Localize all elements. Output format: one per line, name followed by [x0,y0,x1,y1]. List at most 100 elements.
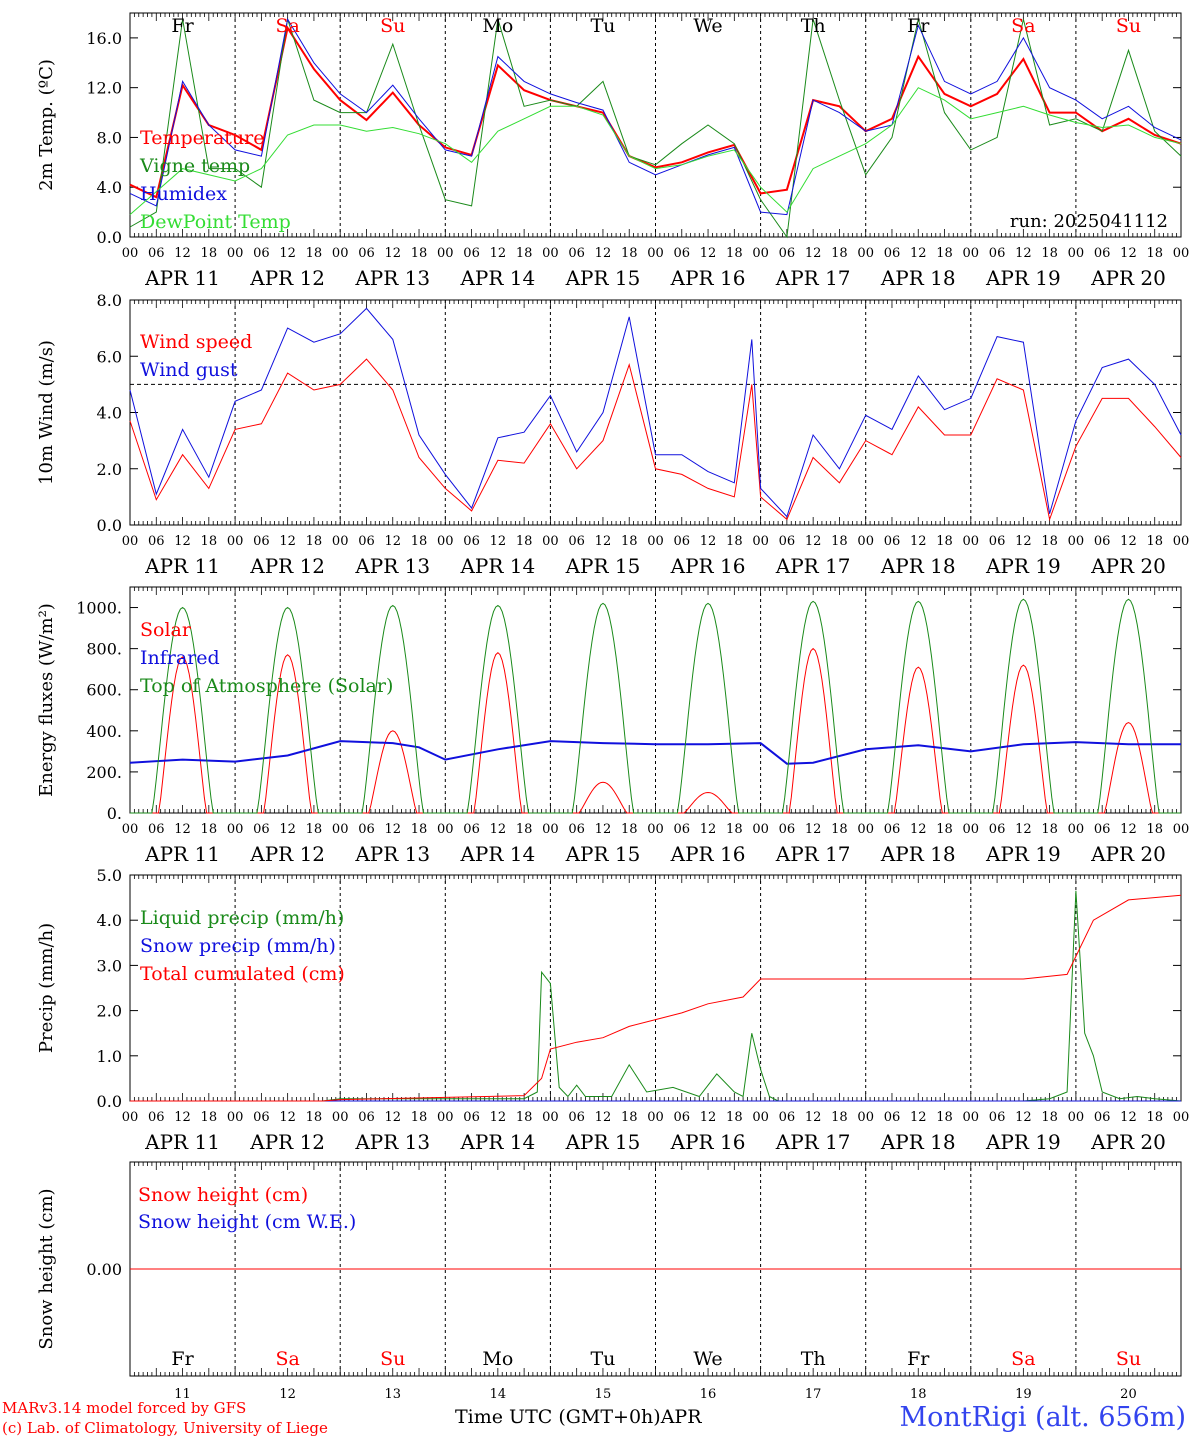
footer-model-credit: MARv3.14 model forced by GFS (c) Lab. of… [2,1398,328,1438]
weekday-label: Tu [590,15,615,37]
day-label: APR 19 [985,842,1061,866]
hour-tick-label: 06 [779,822,796,837]
hour-tick-label: 00 [647,246,664,261]
hour-tick-label: 00 [122,246,139,261]
hour-tick-label: 06 [463,822,480,837]
hour-tick-label: 00 [437,822,454,837]
day-label: APR 19 [985,266,1061,290]
hour-tick-label: 18 [516,822,533,837]
hour-tick-label: 06 [463,534,480,549]
hour-tick-label: 12 [1120,1110,1137,1125]
hour-tick-label: 00 [542,534,559,549]
day-label: APR 17 [775,266,851,290]
hour-tick-label: 18 [201,822,218,837]
hour-tick-label: 00 [752,1110,769,1125]
hour-tick-label: 00 [1173,1110,1190,1125]
day-label: APR 17 [775,554,851,578]
hour-tick-label: 06 [884,246,901,261]
panel-frame [129,299,1182,526]
hour-tick-label: 18 [1041,822,1058,837]
hour-tick-label: 00 [752,822,769,837]
hour-tick-label: 06 [148,534,165,549]
y-axis-label: Snow height (cm) [36,1188,57,1349]
hour-tick-label: 06 [674,246,691,261]
hour-tick-label: 06 [358,534,375,549]
legend-entry: Wind gust [140,359,238,381]
hour-tick-label: 00 [647,534,664,549]
hour-tick-label: 00 [1173,822,1190,837]
hour-tick-label: 06 [1094,246,1111,261]
hour-tick-label: 12 [490,822,507,837]
hour-tick-label: 18 [1146,1110,1163,1125]
y-tick-label: 400. [86,722,122,741]
legend-entry: Snow height (cm W.E.) [138,1211,356,1233]
y-axis-label: 10m Wind (m/s) [36,340,57,485]
day-label: APR 14 [459,554,535,578]
hour-tick-label: 12 [490,246,507,261]
hour-tick-label: 12 [279,822,296,837]
hour-tick-label: 18 [411,246,428,261]
hour-tick-label: 00 [227,246,244,261]
day-number-label: 13 [384,1387,401,1402]
hour-tick-label: 06 [148,822,165,837]
hour-tick-label: 06 [989,534,1006,549]
hour-tick-label: 06 [674,822,691,837]
y-tick-label: 8.0 [97,128,122,147]
series-line [129,87,1182,215]
hour-tick-label: 00 [437,1110,454,1125]
hour-tick-label: 18 [516,534,533,549]
hour-tick-label: 00 [647,822,664,837]
hour-tick-label: 18 [411,1110,428,1125]
series-line [129,740,1181,765]
weekday-label: Su [1116,15,1141,37]
day-label: APR 14 [459,842,535,866]
hour-tick-label: 06 [148,1110,165,1125]
hour-tick-label: 06 [884,1110,901,1125]
hour-tick-label: 00 [1173,534,1190,549]
day-label: APR 13 [354,1130,430,1154]
hour-tick-label: 18 [936,1110,953,1125]
day-label: APR 12 [249,842,325,866]
hour-tick-label: 06 [884,534,901,549]
hour-tick-label: 12 [384,822,401,837]
legend-entry: Total cumulated (cm) [140,963,345,985]
day-label: APR 15 [565,842,641,866]
hour-tick-label: 00 [752,246,769,261]
day-label: APR 17 [775,842,851,866]
weekday-label-bottom: Mo [482,1348,513,1370]
y-axis-label: 2m Temp. (ºC) [36,59,57,191]
day-label: APR 15 [565,266,641,290]
hour-tick-label: 00 [1068,822,1085,837]
hour-tick-label: 06 [568,1110,585,1125]
hour-tick-label: 06 [358,246,375,261]
hour-tick-label: 06 [148,246,165,261]
y-tick-label: 5.0 [97,866,122,885]
day-label: APR 12 [249,554,325,578]
hour-tick-label: 18 [201,246,218,261]
series-line [130,598,1181,814]
day-number-label: 12 [279,1387,296,1402]
x-axis-label: Time UTC (GMT+0h)APR [455,1406,702,1428]
panel-frame [129,12,1182,238]
hour-tick-label: 00 [857,822,874,837]
y-tick-label: 4.0 [97,404,122,423]
y-tick-label: 600. [86,681,122,700]
hour-tick-label: 12 [279,534,296,549]
y-tick-label: 0. [107,804,122,823]
hour-tick-label: 06 [253,246,270,261]
day-label: APR 15 [565,554,641,578]
y-tick-label: 1000. [76,599,122,618]
legend-entry: DewPoint Temp [140,211,291,233]
day-number-label: 17 [805,1387,822,1402]
day-label: APR 18 [880,842,956,866]
hour-tick-label: 06 [884,822,901,837]
hour-tick-label: 18 [516,246,533,261]
hour-tick-label: 12 [700,1110,717,1125]
station-name: MontRigi (alt. 656m) [899,1402,1186,1433]
legend-entry: Wind speed [140,331,252,353]
hour-tick-label: 18 [726,1110,743,1125]
series-line [130,894,1182,1102]
hour-tick-label: 00 [227,822,244,837]
hour-tick-label: 06 [358,1110,375,1125]
